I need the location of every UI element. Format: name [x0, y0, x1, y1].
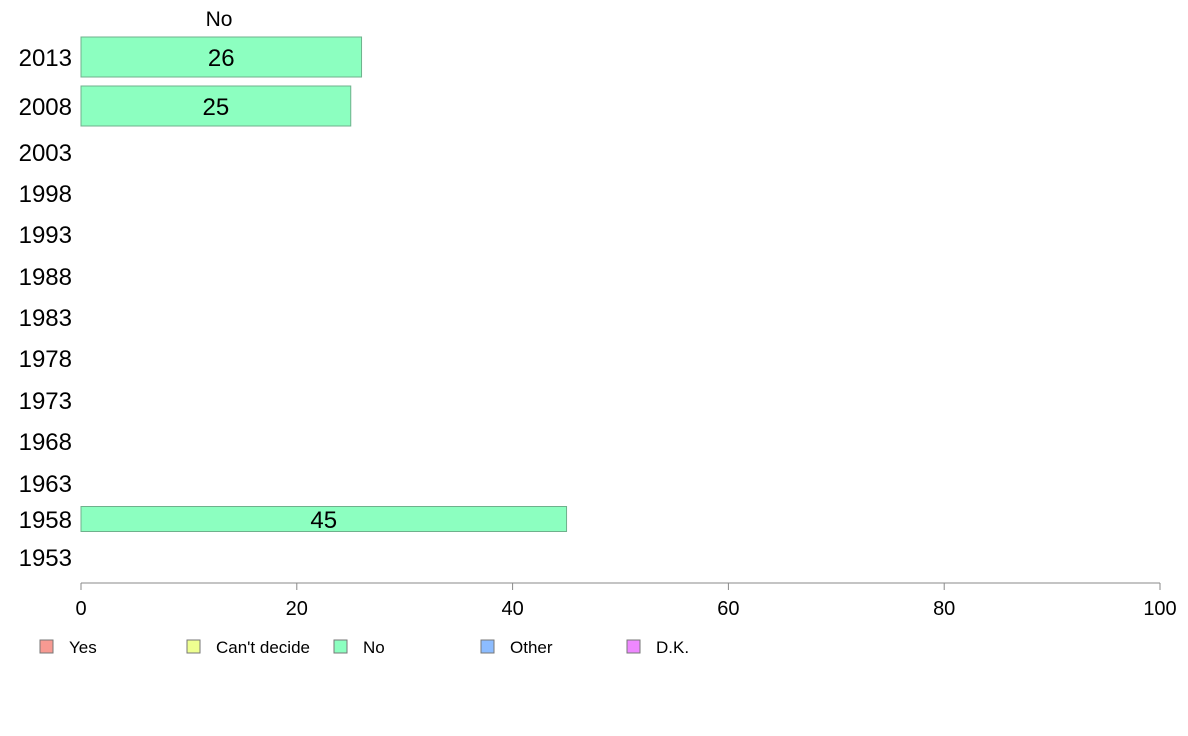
bar-2013	[80, 36, 363, 78]
x-tick-label-20: 20	[286, 598, 308, 620]
legend-swatch-other	[480, 639, 495, 654]
legend: Yes Can't decide No Other D.K.	[39, 638, 689, 657]
legend-label-d-k-: D.K.	[656, 638, 689, 657]
x-axis: 0 20 40 60 80 100	[75, 582, 1177, 620]
x-tick-label-40: 40	[501, 598, 523, 620]
y-tick-label-1988: 1988	[19, 264, 72, 291]
column-header-group: No	[206, 8, 233, 31]
y-tick-label-1978: 1978	[19, 346, 72, 373]
legend-label-yes: Yes	[69, 638, 97, 657]
y-tick-label-1968: 1968	[19, 429, 72, 456]
bar-label-1958: 45	[310, 507, 337, 534]
legend-label-no: No	[363, 638, 385, 657]
y-axis-ticks: 2013 2008 2003 1998 1993 1988 1983 1978 1973 1968…	[19, 45, 72, 572]
y-tick-label-1973: 1973	[19, 388, 72, 415]
y-tick-label-2013: 2013	[19, 45, 72, 72]
legend-swatch-yes	[39, 639, 54, 654]
legend-label-can-t-decide: Can't decide	[216, 638, 310, 657]
legend-swatch-no	[333, 639, 348, 654]
y-tick-label-2003: 2003	[19, 140, 72, 167]
x-tick-label-80: 80	[933, 598, 955, 620]
y-tick-label-1963: 1963	[19, 471, 72, 498]
bars-group: 26 25 45	[80, 36, 568, 534]
bar-2008	[80, 85, 352, 127]
y-tick-label-2008: 2008	[19, 94, 72, 121]
x-tick-label-0: 0	[75, 598, 86, 620]
bar-label-2008: 25	[203, 94, 230, 121]
y-tick-label-1983: 1983	[19, 305, 72, 332]
y-tick-label-1958: 1958	[19, 507, 72, 534]
y-tick-label-1953: 1953	[19, 545, 72, 572]
bar-1958	[80, 506, 568, 532]
y-tick-label-1993: 1993	[19, 222, 72, 249]
y-tick-label-1998: 1998	[19, 181, 72, 208]
legend-swatch-d-k-	[626, 639, 641, 654]
bar-label-2013: 26	[208, 45, 235, 72]
column-header: No	[206, 8, 233, 31]
x-tick-label-60: 60	[717, 598, 739, 620]
x-tick-label-100: 100	[1143, 598, 1176, 620]
legend-swatch-can-t-decide	[186, 639, 201, 654]
legend-label-other: Other	[510, 638, 553, 657]
